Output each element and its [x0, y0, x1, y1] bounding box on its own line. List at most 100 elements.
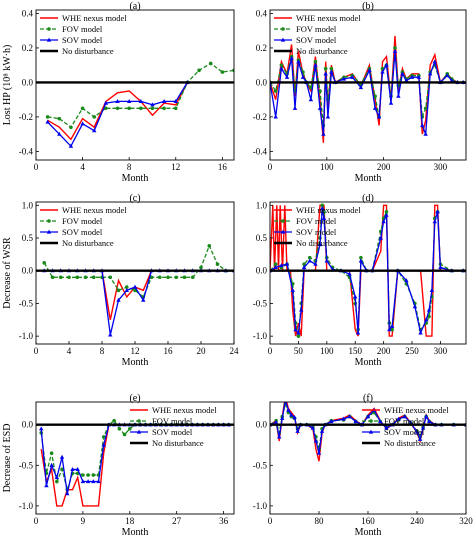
y-tick-label: -1.0 — [253, 331, 268, 341]
series-point — [150, 102, 155, 107]
series-point — [384, 212, 389, 217]
series-line-0 — [270, 35, 464, 143]
series-point — [68, 143, 74, 148]
series-point — [279, 66, 284, 71]
series-point — [416, 74, 422, 79]
series-point — [323, 71, 328, 76]
x-axis-label: Month — [355, 357, 382, 368]
series-point — [417, 436, 423, 441]
series-point — [390, 327, 394, 332]
series-point — [384, 425, 389, 430]
series-line-2 — [270, 51, 464, 135]
y-tick-label: -0.4 — [253, 146, 268, 156]
x-tick-label: 320 — [459, 516, 473, 526]
series-point — [428, 71, 433, 76]
y-tick-label: 0.0 — [256, 420, 268, 430]
series-point — [445, 73, 450, 78]
series-point — [101, 442, 106, 447]
series-point — [420, 425, 426, 430]
series-point — [389, 323, 395, 328]
series-point — [273, 265, 278, 270]
legend-label: WHE nexus model — [152, 405, 217, 415]
series-line-0 — [44, 270, 234, 320]
panel-label: (d) — [362, 193, 374, 204]
x-tick-label: 27 — [172, 516, 182, 526]
series-point — [313, 261, 318, 266]
series-point — [58, 275, 63, 280]
series-point — [75, 466, 80, 471]
series-group — [36, 244, 234, 337]
series-point — [284, 74, 290, 79]
series-point — [347, 414, 352, 419]
x-tick-label: 20 — [197, 346, 207, 356]
series-point — [273, 262, 278, 266]
series-point — [432, 59, 437, 64]
legend-label: WHE nexus model — [296, 205, 361, 215]
y-tick-label: 0.5 — [256, 233, 268, 243]
series-point — [365, 414, 371, 419]
series-point — [57, 131, 62, 136]
series-point — [321, 131, 326, 136]
series-point — [42, 261, 47, 265]
series-point — [400, 71, 405, 76]
y-tick-label: -1.0 — [19, 501, 34, 511]
legend-marker — [47, 27, 51, 31]
x-axis-label: Month — [122, 173, 149, 184]
series-point — [409, 74, 415, 79]
series-point — [85, 479, 91, 484]
series-group — [36, 418, 234, 507]
legend-label: WHE nexus model — [384, 405, 449, 415]
series-point — [59, 454, 65, 459]
series-point — [329, 419, 334, 424]
legend-label: FOV model — [384, 416, 425, 426]
series-point — [45, 119, 50, 124]
series-point — [299, 307, 304, 312]
series-point — [387, 327, 392, 332]
y-axis-label: Lost HP (10⁸ kW·h) — [2, 45, 13, 126]
axes-frame — [269, 201, 467, 345]
y-tick-label: 0.0 — [256, 77, 268, 87]
series-point — [300, 74, 306, 79]
legend-marker — [136, 429, 142, 434]
series-point — [321, 215, 327, 220]
series-point — [296, 334, 301, 338]
y-tick-label: 0.4 — [256, 8, 268, 18]
y-tick-label: 1.0 — [256, 200, 268, 210]
series-point — [290, 287, 295, 292]
x-tick-label: 200 — [377, 346, 391, 356]
y-tick-label: -0.4 — [19, 146, 34, 156]
legend-label: SOV model — [62, 227, 103, 237]
series-point — [67, 275, 71, 280]
panel-f: (f) 0 80 160 240 320 -1.0 -0.5 0.0 Month WHE nexus… — [253, 393, 474, 538]
series-group — [270, 402, 466, 462]
series-point — [161, 98, 167, 103]
legend-label: FOV model — [296, 216, 337, 226]
series-point — [50, 275, 55, 280]
legend-label: SOV model — [62, 35, 103, 45]
series-point — [182, 275, 187, 280]
series-point — [319, 428, 325, 433]
series-point — [220, 70, 225, 74]
series-point — [329, 69, 334, 74]
x-tick-label: 0 — [34, 162, 39, 172]
series-point — [280, 415, 285, 420]
y-tick-label: -0.2 — [19, 112, 33, 122]
series-group — [270, 203, 466, 338]
series-point — [420, 123, 425, 128]
series-point — [308, 97, 314, 102]
axes-frame — [35, 401, 235, 515]
series-point — [402, 414, 407, 419]
series-point — [424, 317, 429, 322]
series-point — [91, 275, 96, 280]
series-point — [292, 415, 297, 420]
legend-marker — [46, 229, 52, 234]
series-point — [80, 479, 86, 484]
series-point — [358, 85, 364, 90]
axes-frame — [269, 9, 467, 161]
series-point — [103, 100, 109, 105]
y-axis-label: Decrease of WSR — [2, 237, 13, 309]
series-point — [418, 330, 423, 335]
